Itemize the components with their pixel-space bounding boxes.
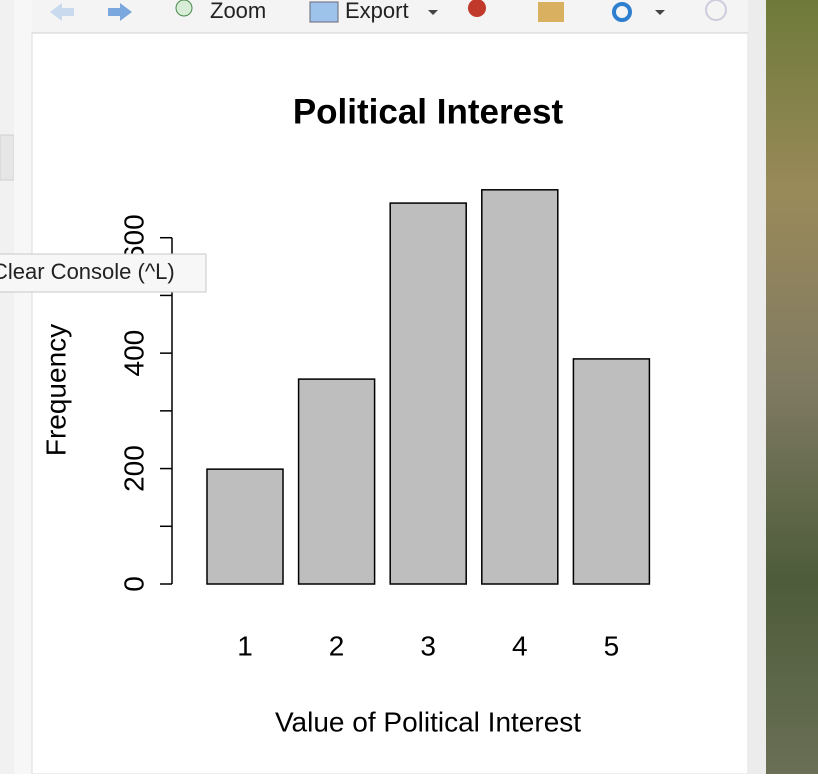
- chart-title: Political Interest: [293, 92, 564, 131]
- bar: [297, 378, 376, 585]
- desktop-background: [766, 0, 818, 774]
- tooltip-box: [0, 253, 207, 293]
- left-panel: [0, 0, 14, 774]
- bar: [572, 358, 651, 585]
- publish-dropdown[interactable]: [655, 10, 665, 15]
- y-tick-label: 200: [118, 445, 149, 492]
- left-tab[interactable]: [0, 134, 15, 181]
- x-tick-label: 1: [237, 630, 253, 661]
- zoom-icon[interactable]: [175, 0, 193, 17]
- back-button[interactable]: [50, 3, 74, 21]
- y-axis-title: Frequency: [40, 324, 71, 456]
- pane-border: [14, 0, 32, 774]
- bar: [389, 202, 467, 585]
- zoom-button[interactable]: Zoom: [210, 0, 266, 23]
- x-tick-label: 2: [329, 630, 345, 661]
- y-tick-label: 0: [118, 576, 149, 592]
- x-tick-label: 5: [604, 630, 620, 661]
- bar: [481, 189, 559, 585]
- x-axis-title: Value of Political Interest: [275, 706, 581, 737]
- refresh-icon[interactable]: [705, 0, 727, 21]
- remove-plot-icon[interactable]: [468, 0, 486, 17]
- publish-icon[interactable]: [612, 2, 632, 22]
- bar: [206, 468, 284, 585]
- y-tick-label: 400: [118, 330, 149, 377]
- forward-button[interactable]: [108, 3, 132, 21]
- clear-icon[interactable]: [538, 2, 564, 22]
- x-tick-label: 3: [420, 630, 436, 661]
- tooltip: Clear Console (^L): [0, 253, 207, 293]
- x-tick-label: 4: [512, 630, 528, 661]
- scrollbar-gutter: [748, 0, 766, 774]
- y-tick-label: 600: [118, 214, 149, 261]
- chart: Political Interest Value of Political In…: [40, 92, 651, 737]
- export-dropdown[interactable]: [428, 10, 438, 15]
- export-icon[interactable]: [309, 1, 339, 23]
- tooltip-text: Clear Console (^L): [0, 259, 175, 284]
- export-button[interactable]: Export: [345, 0, 409, 23]
